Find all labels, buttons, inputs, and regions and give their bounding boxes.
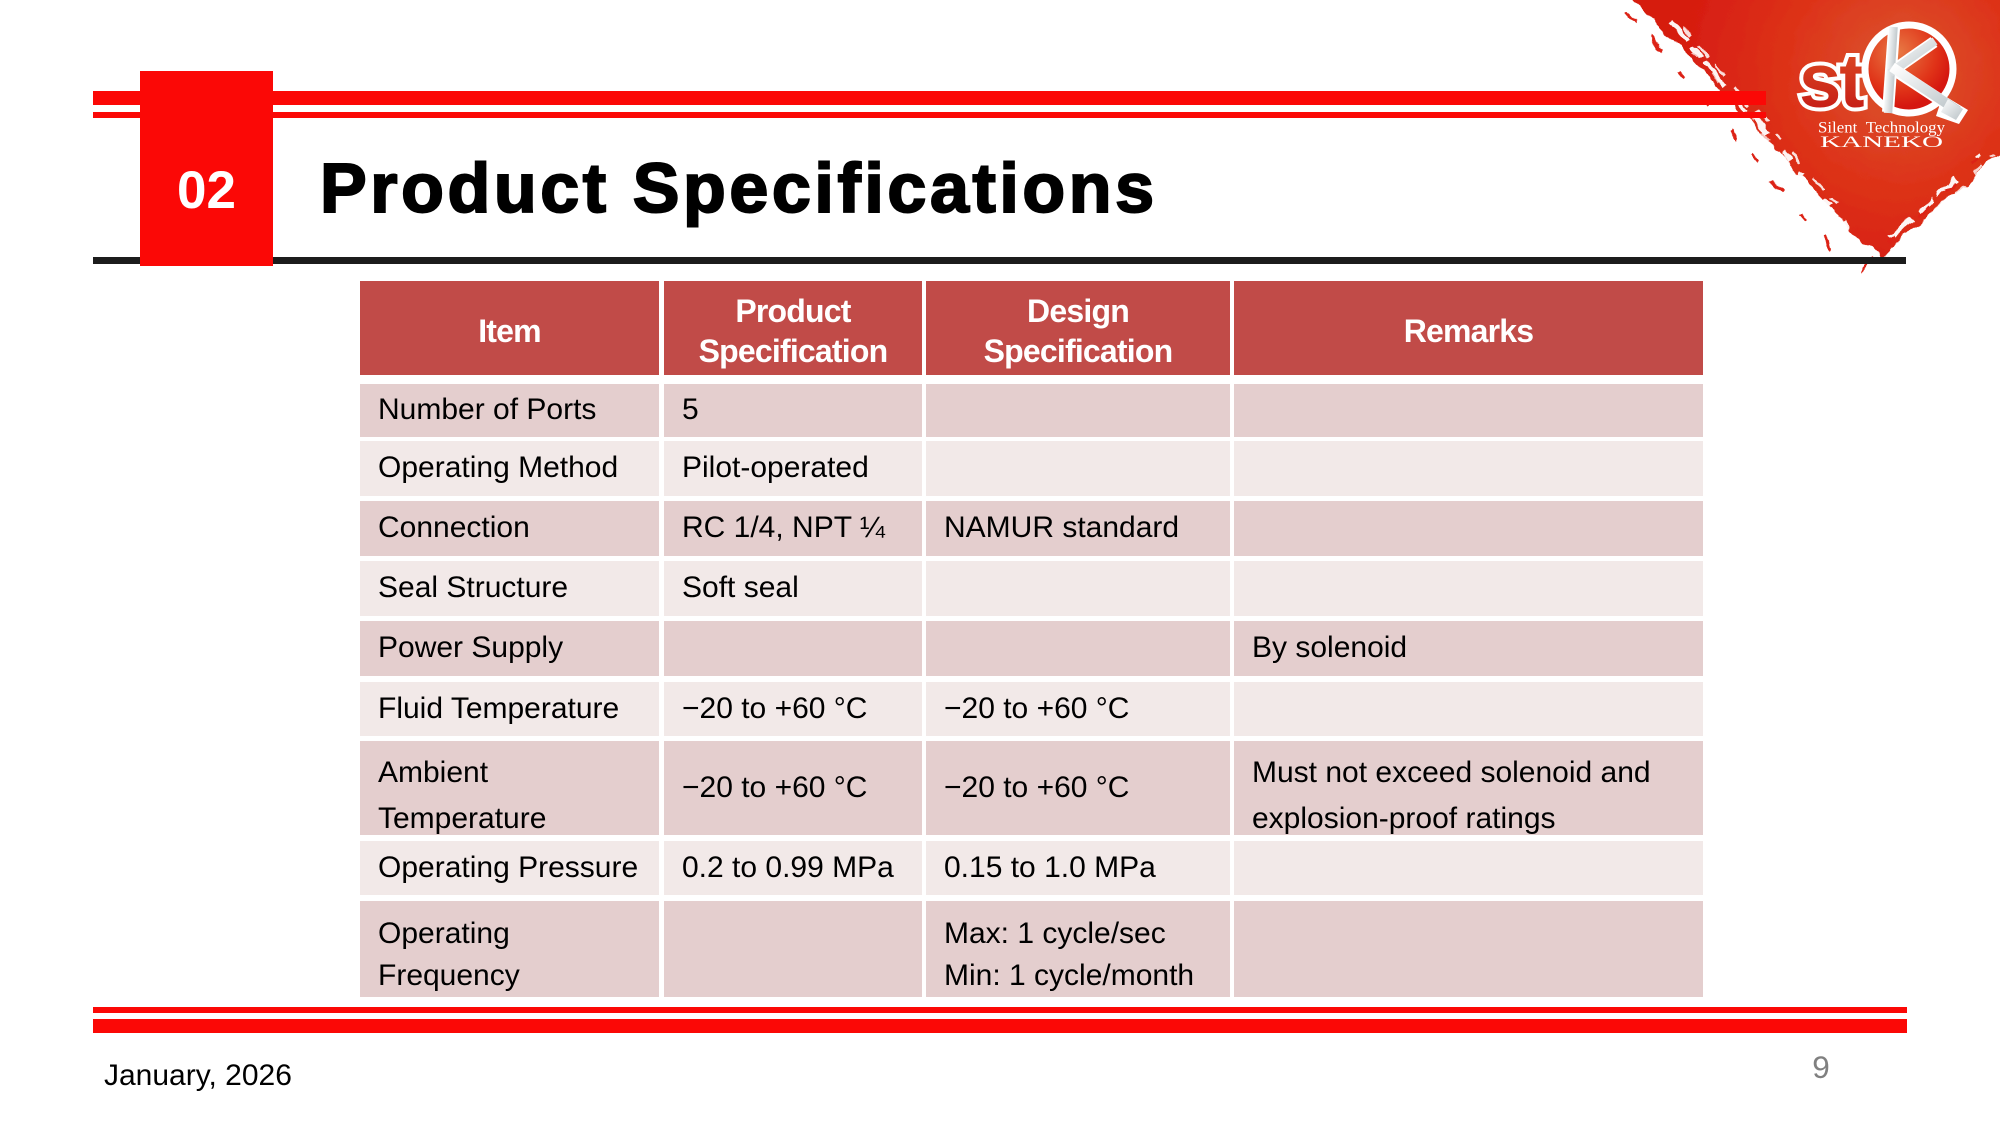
svg-text:KANEKO: KANEKO bbox=[1820, 134, 1943, 151]
svg-text:Silent Technology: Silent Technology bbox=[1818, 120, 1945, 137]
svg-text:st: st bbox=[1799, 39, 1864, 124]
